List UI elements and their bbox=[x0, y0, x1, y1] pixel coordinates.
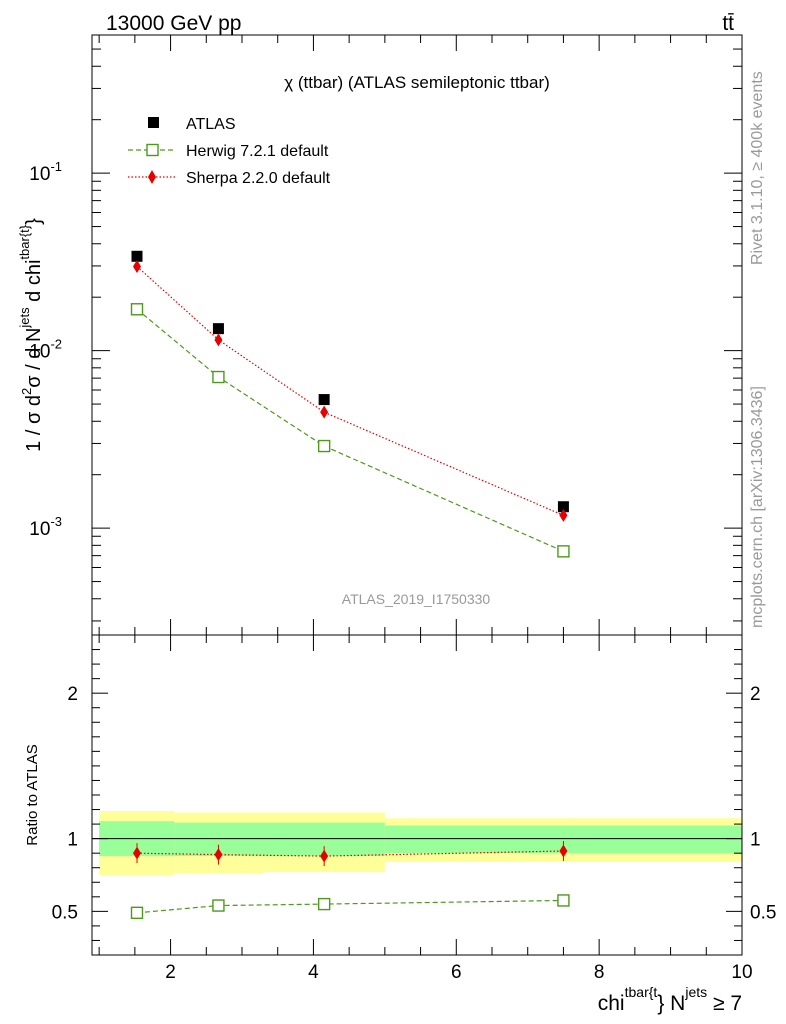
herwig-ratio-point bbox=[317, 897, 331, 911]
sherpa-ratio-point bbox=[320, 849, 329, 863]
legend-sherpa-marker bbox=[148, 170, 156, 184]
ratio-xtick-label: 6 bbox=[451, 962, 462, 983]
ratio-ylabel: Ratio to ATLAS bbox=[24, 744, 41, 845]
legend-atlas-label: ATLAS bbox=[186, 116, 236, 133]
main-line-1 bbox=[136, 308, 564, 552]
herwig-point bbox=[212, 370, 225, 384]
herwig-ratio-point bbox=[130, 906, 144, 920]
ratio-line-0 bbox=[136, 899, 564, 914]
ratio-frame bbox=[91, 634, 743, 956]
sherpa-point bbox=[320, 405, 329, 419]
ratio-ytick-label-left: 2 bbox=[67, 684, 78, 705]
herwig-point bbox=[557, 545, 570, 558]
main-ytick-label: 10-2 bbox=[29, 337, 62, 363]
sherpa-ratio-point bbox=[214, 848, 223, 862]
herwig-point bbox=[317, 439, 331, 453]
main-series-lines bbox=[136, 266, 564, 552]
rivet-label: Rivet 3.1.10, ≥ 400k events bbox=[749, 71, 766, 265]
main-axis-ticks: 10-1 10-2 10-3 bbox=[29, 35, 743, 635]
ratio-ytick-label-left: 1 bbox=[67, 830, 78, 851]
atlas-point bbox=[212, 323, 224, 335]
mcplots-label: mcplots.cern.ch [arXiv:1306.3436] bbox=[749, 386, 766, 628]
atlas-point bbox=[557, 501, 569, 513]
main-ytick-label: 10-1 bbox=[29, 159, 62, 185]
atlas-point bbox=[318, 394, 330, 406]
energy-label: 13000 GeV pp bbox=[106, 12, 241, 35]
herwig-point bbox=[130, 303, 144, 316]
legend-atlas-marker bbox=[148, 117, 159, 128]
ratio-xlabel: chitbar{t} Njets ≥ 7 bbox=[598, 984, 742, 1015]
analysis-watermark: ATLAS_2019_I1750330 bbox=[342, 591, 491, 607]
ratio-panel: 0.5 0.5 1 1 2 2 2 4 6 8 10 Ratio to ATLAS chitbar{… bbox=[24, 634, 776, 1015]
chart-title: χ (ttbar) (ATLAS semileptonic ttbar) bbox=[284, 73, 550, 92]
process-label: tt̄ bbox=[722, 12, 734, 35]
main-panel: 10-1 10-2 10-3 χ (ttbar) (ATLAS semilepton… bbox=[17, 34, 743, 636]
sherpa-ratio-point bbox=[133, 846, 141, 860]
ratio-xtick-label: 8 bbox=[594, 962, 605, 983]
main-line-2 bbox=[136, 266, 564, 516]
ratio-line-1 bbox=[136, 850, 564, 857]
ratio-ytick-label-left: 0.5 bbox=[52, 902, 78, 923]
sherpa-ratio-point bbox=[559, 844, 568, 858]
legend-sherpa-label: Sherpa 2.2.0 default bbox=[186, 170, 331, 187]
main-ylabel-text: 1 / σ d2σ / d Njets d chitbar{t}} bbox=[17, 218, 45, 452]
ratio-xtick-label: 10 bbox=[731, 962, 752, 983]
ratio-axis-ticks: 0.5 0.5 1 1 2 2 2 4 6 8 10 bbox=[52, 635, 776, 983]
legend: ATLAS Herwig 7.2.1 default Sherpa 2.2.0 … bbox=[128, 116, 331, 187]
main-ytick-label: 10-3 bbox=[29, 514, 62, 540]
herwig-ratio-point bbox=[212, 899, 225, 912]
ratio-uncertainty-bands bbox=[99, 811, 742, 875]
sherpa-point bbox=[214, 333, 223, 347]
ratio-ytick-label-right: 0.5 bbox=[750, 902, 776, 923]
main-ylabel: 1 / σ d2σ / d Njets d chitbar{t}} bbox=[17, 218, 45, 452]
sherpa-point bbox=[559, 508, 568, 522]
ratio-series-points bbox=[130, 841, 570, 920]
ratio-xtick-label: 4 bbox=[308, 962, 319, 983]
sherpa-point bbox=[133, 259, 141, 273]
herwig-ratio-point bbox=[557, 894, 570, 907]
ratio-ytick-label-right: 2 bbox=[750, 684, 761, 705]
ratio-series-lines bbox=[136, 850, 564, 914]
ratio-ytick-label-right: 1 bbox=[750, 830, 761, 851]
ratio-xtick-label: 2 bbox=[165, 962, 176, 983]
atlas-point bbox=[131, 250, 143, 262]
legend-herwig-marker bbox=[146, 143, 159, 157]
main-series-points bbox=[130, 250, 570, 558]
legend-herwig-label: Herwig 7.2.1 default bbox=[186, 143, 329, 160]
